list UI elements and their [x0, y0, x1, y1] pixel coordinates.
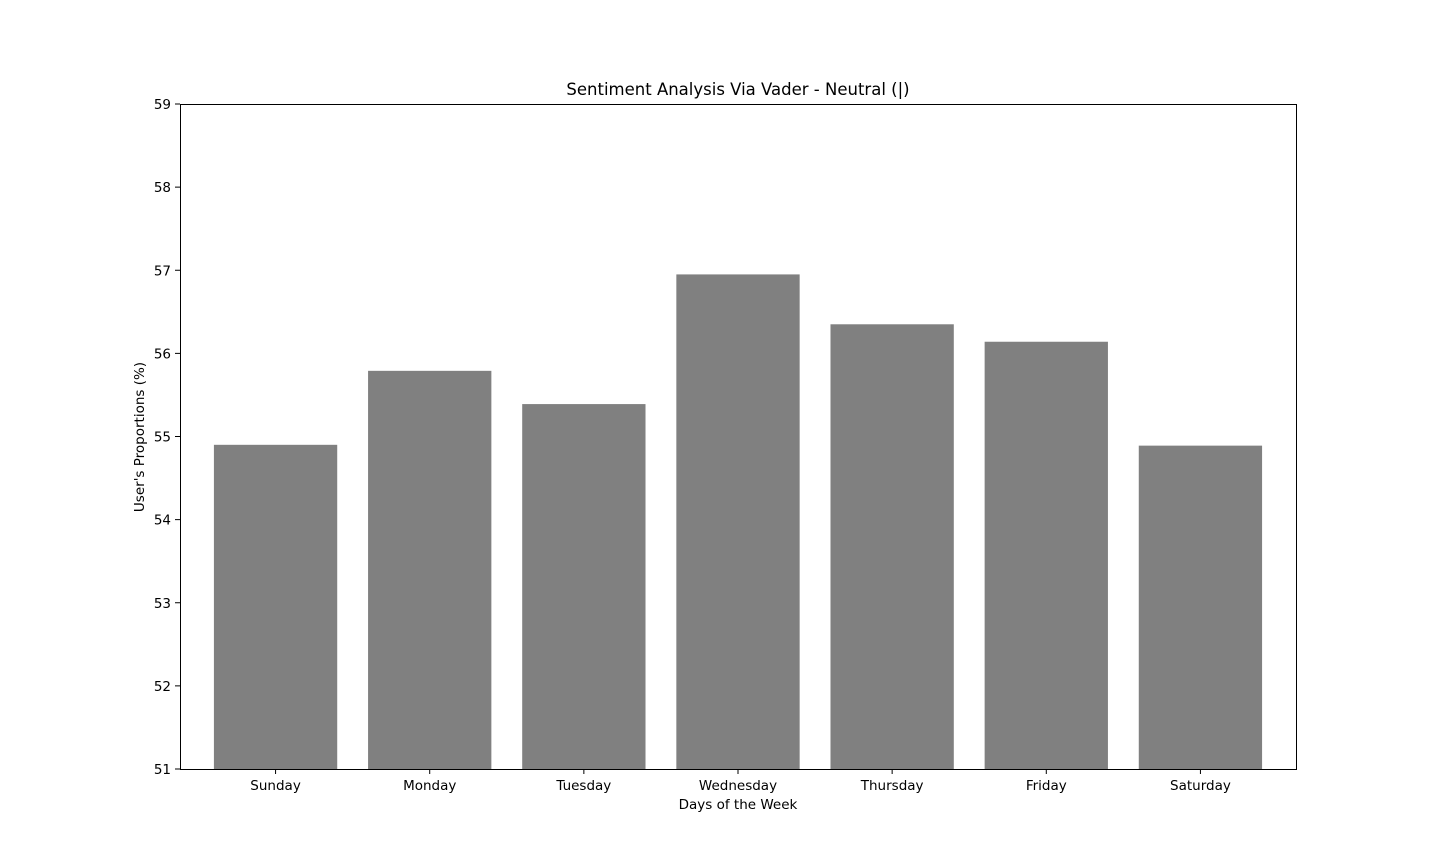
x-axis-ticks: Sunday Monday Tuesday Wednesday Thursday Frid…	[250, 769, 1231, 794]
bar-saturday	[1138, 445, 1263, 769]
plot-frame	[180, 104, 1297, 770]
y-tick-label: 52	[154, 679, 171, 695]
y-tick-label: 55	[154, 430, 171, 446]
y-tick-label: 58	[154, 180, 171, 196]
x-tick-label: Thursday	[860, 778, 924, 794]
y-tick-label: 56	[154, 346, 171, 362]
x-tick-label: Monday	[403, 778, 456, 794]
x-tick-label: Friday	[1026, 778, 1067, 794]
bar-thursday	[830, 324, 954, 769]
bar-friday	[984, 341, 1108, 769]
y-tick-label: 54	[154, 513, 171, 529]
bar-tuesday	[522, 404, 646, 769]
y-tick-label: 59	[154, 97, 171, 113]
y-axis-label: User's Proportions (%)	[132, 362, 148, 512]
y-tick-label: 53	[154, 596, 171, 612]
y-tick-label: 57	[154, 263, 171, 279]
x-axis-label: Days of the Week	[679, 797, 798, 813]
bar-monday	[368, 370, 492, 769]
x-tick-label: Wednesday	[699, 778, 777, 794]
y-tick-label: 51	[154, 762, 171, 778]
chart-title: Sentiment Analysis Via Vader - Neutral (…	[566, 80, 909, 99]
bars-group	[213, 274, 1263, 769]
x-tick-label: Sunday	[250, 778, 301, 794]
y-axis-ticks: 51 52 53 54 55 56 57 58 59	[154, 97, 180, 778]
x-tick-label: Tuesday	[555, 778, 611, 794]
bar-wednesday	[676, 274, 800, 769]
bar-sunday	[213, 444, 338, 769]
x-tick-label: Saturday	[1170, 778, 1231, 794]
